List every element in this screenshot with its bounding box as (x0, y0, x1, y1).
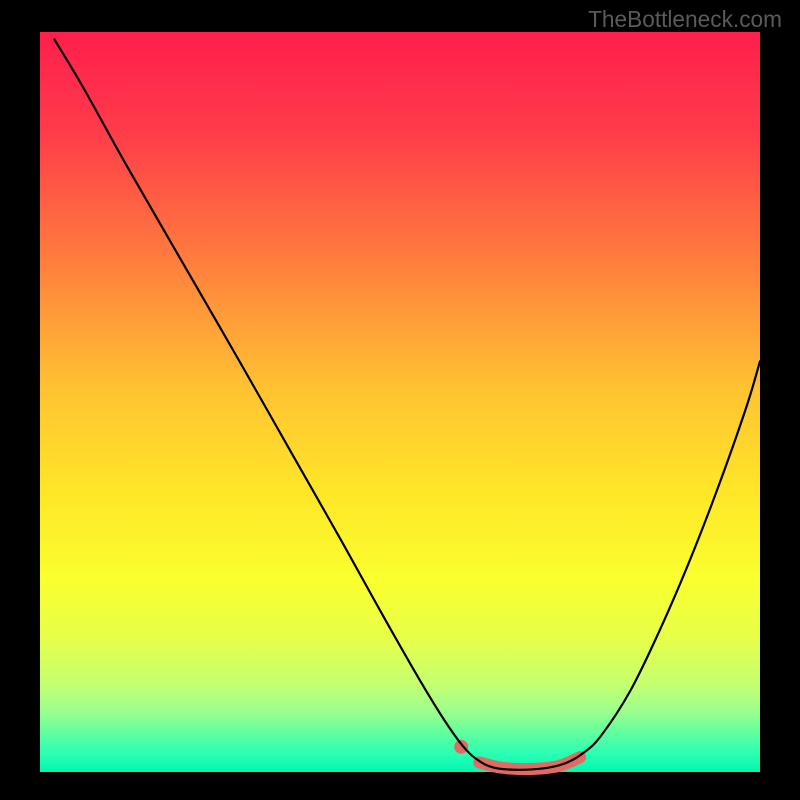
chart-frame: TheBottleneck.com (0, 0, 800, 800)
watermark-text: TheBottleneck.com (588, 6, 782, 33)
plot-area (40, 32, 760, 772)
